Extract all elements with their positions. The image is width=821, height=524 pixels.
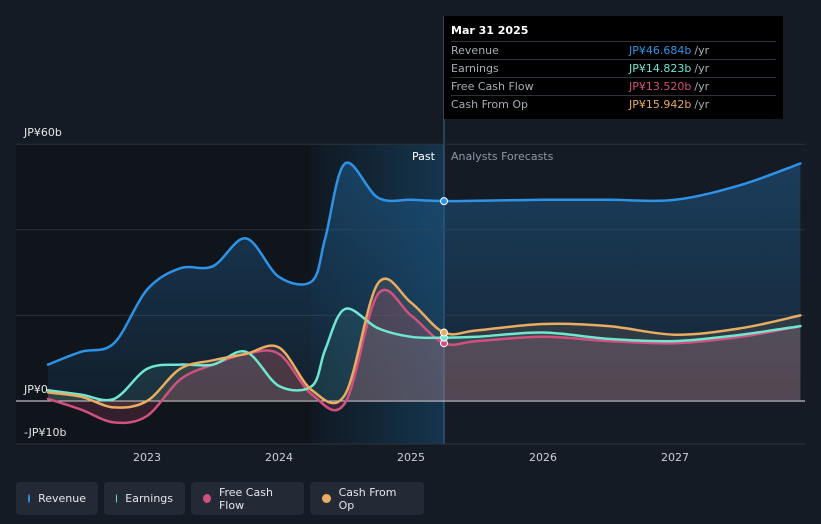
forecast-label: Analysts Forecasts — [451, 150, 554, 163]
free-cash-flow-area — [48, 289, 801, 423]
y-label-bottom: -JP¥10b — [24, 426, 67, 439]
tooltip-unit: /yr — [694, 44, 710, 57]
legend-label: Free Cash Flow — [218, 485, 273, 512]
tooltip-value: JP¥15.942b — [629, 98, 692, 111]
tooltip-unit: /yr — [694, 98, 710, 111]
x-tick-2027: 2027 — [661, 451, 689, 464]
revenue-dot-icon — [28, 494, 31, 503]
cash-from-op-line — [46, 277, 802, 409]
earnings-area — [48, 308, 801, 401]
y-label-zero: JP¥0 — [24, 383, 48, 396]
legend-label: Cash From Op — [338, 485, 397, 512]
tooltip-row-earnings: Earnings JP¥14.823b /yr — [451, 59, 776, 77]
tooltip: Mar 31 2025 Revenue JP¥46.684b /yr Earni… — [444, 16, 783, 119]
x-tick-2025: 2025 — [397, 451, 425, 464]
revenue-marker — [440, 197, 448, 206]
tooltip-name: Free Cash Flow — [451, 80, 534, 93]
free-cash-flow-dot-icon — [203, 494, 211, 503]
tooltip-value: JP¥14.823b — [629, 62, 692, 75]
legend-item-cash-from-op[interactable]: Cash From Op — [310, 482, 424, 515]
past-label: Past — [412, 150, 435, 163]
tooltip-value: JP¥13.520b — [629, 80, 692, 93]
legend-item-free-cash-flow[interactable]: Free Cash Flow — [191, 482, 304, 515]
cash-from-op-dot-icon — [322, 494, 331, 503]
tooltip-row-cash-from-op: Cash From Op JP¥15.942b /yr — [451, 95, 776, 113]
y-label-top: JP¥60b — [24, 126, 62, 139]
tooltip-value: JP¥46.684b — [629, 44, 692, 57]
earnings-line — [46, 307, 802, 402]
earnings-dot-icon — [116, 494, 118, 503]
legend-item-revenue[interactable]: Revenue — [16, 482, 98, 515]
x-tick-2024: 2024 — [265, 451, 293, 464]
revenue-line — [46, 161, 802, 366]
tooltip-unit: /yr — [694, 80, 710, 93]
tooltip-name: Revenue — [451, 44, 499, 57]
x-tick-2023: 2023 — [133, 451, 161, 464]
tooltip-row-free-cash-flow: Free Cash Flow JP¥13.520b /yr — [451, 77, 776, 95]
cash-from-op-marker — [440, 328, 448, 337]
legend-item-earnings[interactable]: Earnings — [104, 482, 185, 515]
legend: Revenue Earnings Free Cash Flow Cash Fro… — [16, 482, 424, 515]
tooltip-date: Mar 31 2025 — [451, 24, 529, 37]
cash-from-op-area — [48, 278, 801, 408]
tooltip-name: Cash From Op — [451, 98, 529, 111]
legend-label: Revenue — [38, 492, 86, 505]
tooltip-name: Earnings — [451, 62, 499, 75]
x-tick-2026: 2026 — [529, 451, 557, 464]
tooltip-unit: /yr — [694, 62, 710, 75]
tooltip-row-revenue: Revenue JP¥46.684b /yr — [451, 41, 776, 59]
legend-label: Earnings — [125, 492, 173, 505]
free-cash-flow-line — [46, 288, 802, 425]
